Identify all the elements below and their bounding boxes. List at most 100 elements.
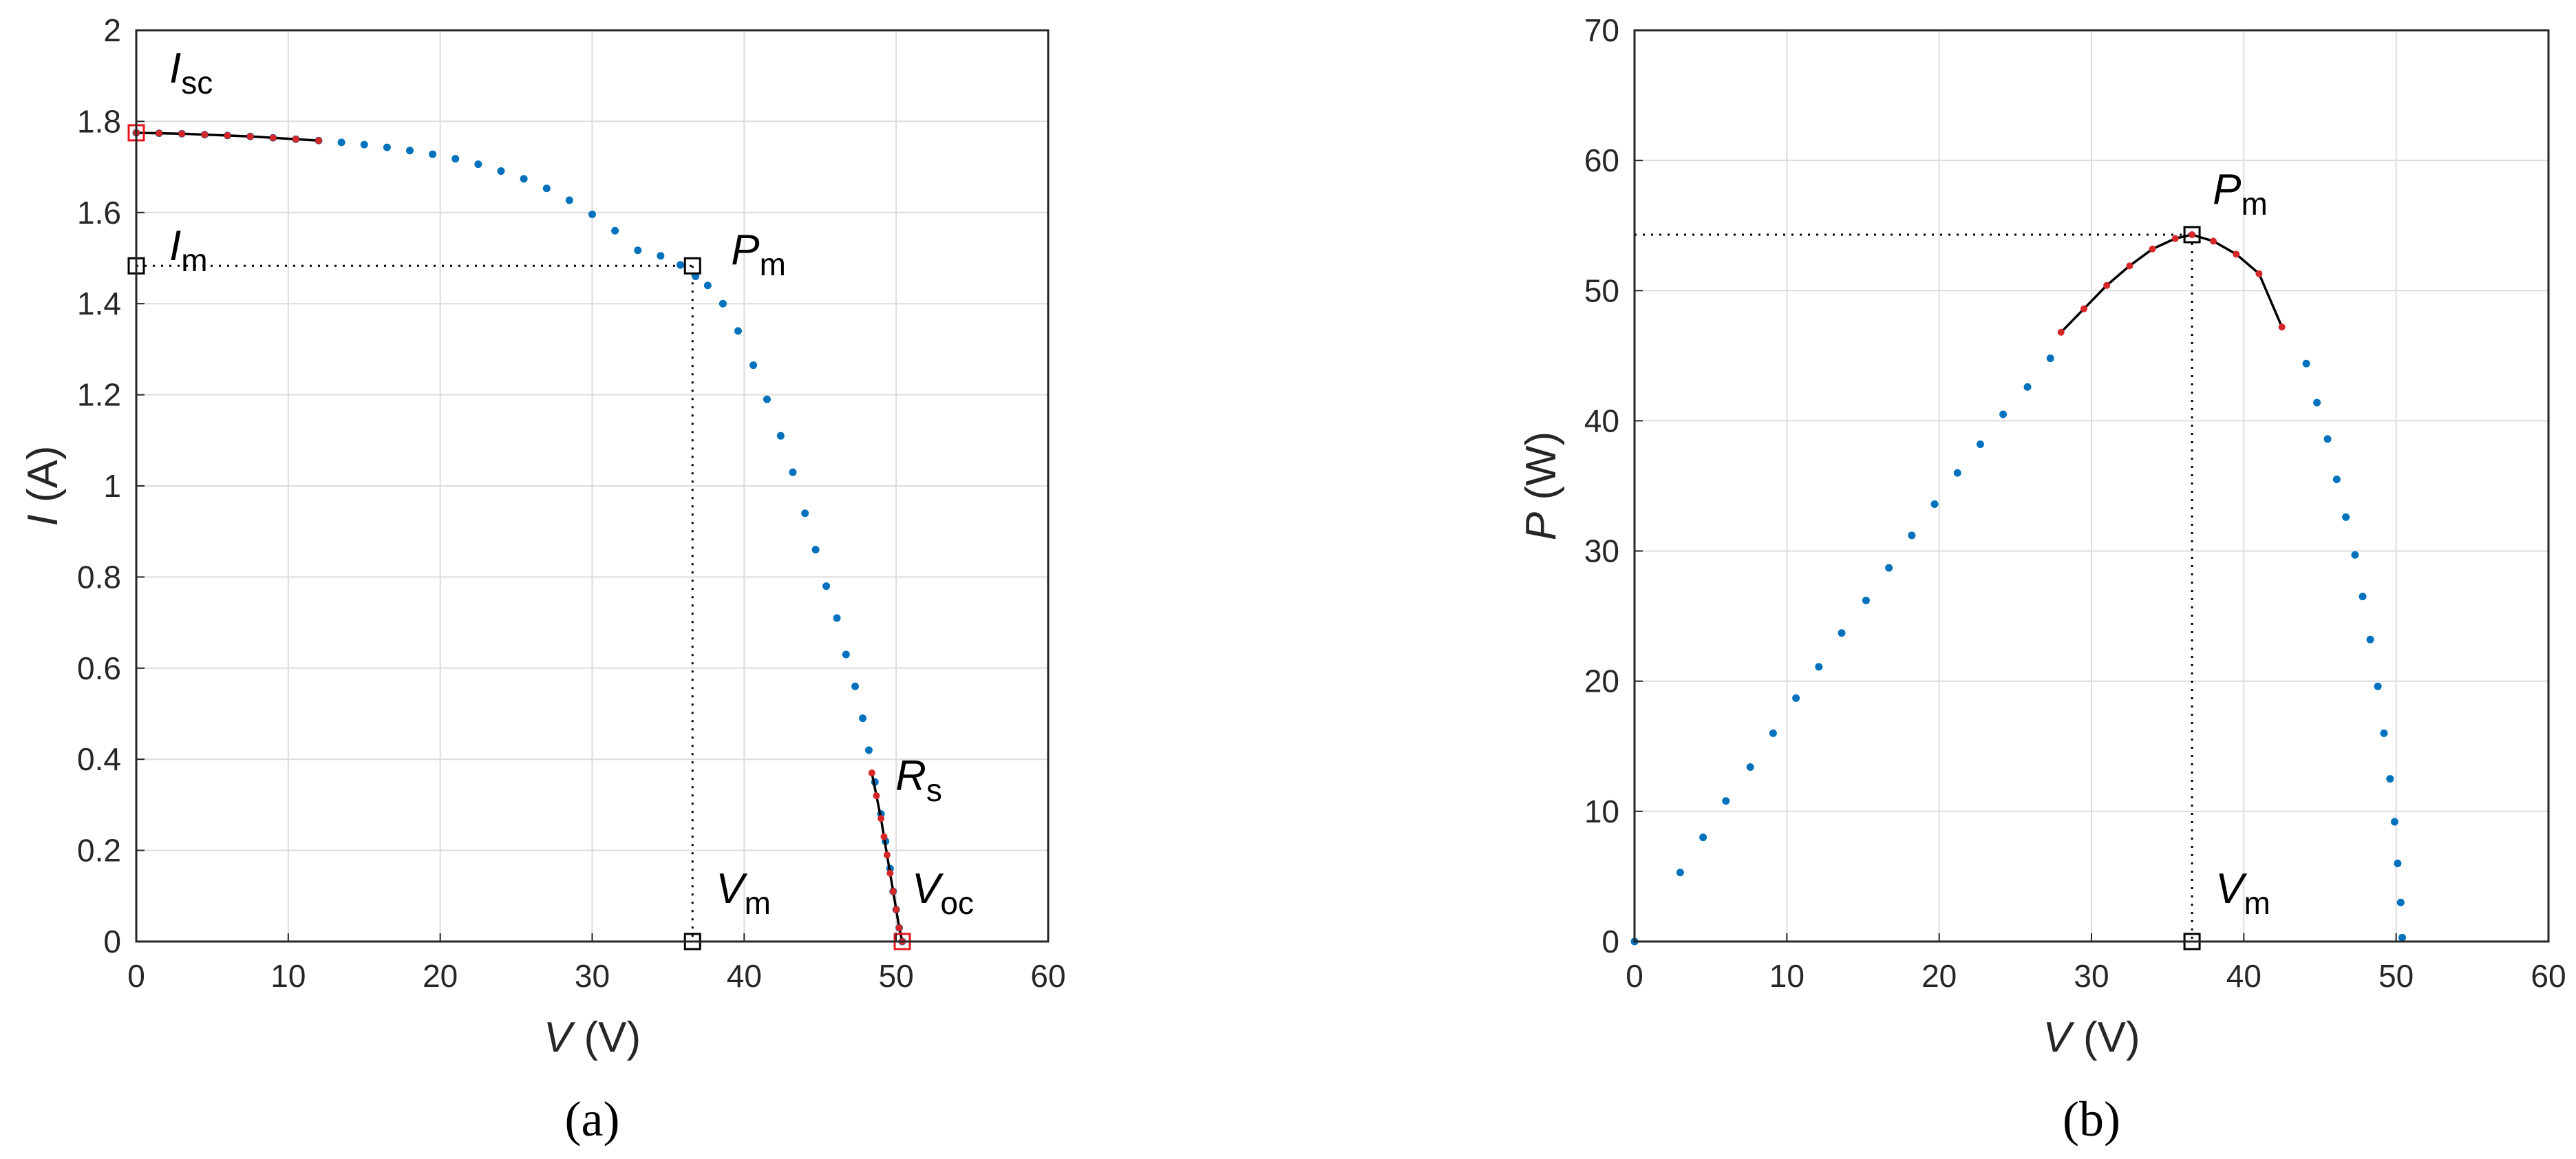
panel-a-pm-annotation: Pm bbox=[731, 226, 786, 282]
a-fit_isc-point bbox=[178, 130, 186, 138]
b-y-tick-label: 0 bbox=[1601, 924, 1619, 959]
b-measured-point bbox=[2396, 898, 2405, 906]
b-measured-point bbox=[1815, 663, 1823, 671]
b-measured-point bbox=[1722, 797, 1730, 805]
panel-b-series bbox=[1630, 231, 2407, 946]
a-y-tick-label: 0.6 bbox=[77, 650, 121, 686]
a-fit_voc-point bbox=[893, 906, 900, 913]
a-measured-point bbox=[337, 138, 345, 147]
a-measured-point bbox=[360, 140, 368, 149]
b-measured-point bbox=[1908, 531, 1916, 540]
b-y-tick-label: 30 bbox=[1584, 533, 1619, 569]
b-y-tick-label: 70 bbox=[1584, 12, 1619, 48]
b-y-tick-label: 40 bbox=[1584, 403, 1619, 438]
panel-a-isc-annotation: Isc bbox=[169, 45, 213, 100]
a-measured-point bbox=[429, 150, 437, 158]
b-measured-point bbox=[1999, 410, 2008, 418]
panel-b-grid bbox=[1634, 30, 2549, 942]
a-measured-point bbox=[718, 299, 727, 308]
b-x-tick-label: 20 bbox=[1922, 958, 1957, 994]
a-measured-point bbox=[859, 714, 867, 723]
a-x-tick-label: 40 bbox=[727, 958, 762, 994]
b-x-tick-label: 0 bbox=[1626, 958, 1643, 994]
a-fit_voc-point bbox=[868, 769, 875, 777]
a-fit_voc-point bbox=[883, 851, 891, 859]
b-x-tick-label: 50 bbox=[2378, 958, 2414, 994]
panel-b-x-tick-labels: 0 10 20 30 40 50 60 bbox=[1626, 933, 2566, 994]
b-measured-point bbox=[2374, 682, 2382, 690]
b-measured-point bbox=[2394, 860, 2402, 868]
panel-a-x-tick-labels: 0 10 20 30 40 50 60 bbox=[127, 933, 1066, 994]
panel-a-key-markers bbox=[127, 124, 911, 950]
a-fit_isc-point bbox=[156, 129, 163, 137]
b-y-tick-label: 10 bbox=[1584, 794, 1619, 829]
b-measured-point bbox=[1976, 440, 1984, 448]
panel-b-guides bbox=[1635, 233, 2193, 942]
a-fit_isc-point bbox=[269, 134, 277, 142]
a-y-tick-label: 1.2 bbox=[77, 377, 121, 413]
b-measured-point bbox=[2359, 593, 2367, 601]
a-measured-point bbox=[833, 614, 841, 622]
panel-a-iv-curve: 0 10 20 30 40 50 60 0 0.2 0.4 0.6 0.8 1 1.2 1.4 1.6 1.8… bbox=[19, 12, 1066, 1147]
b-measured-point bbox=[2342, 513, 2350, 521]
a-fit_voc-line bbox=[871, 772, 904, 942]
a-measured-point bbox=[383, 143, 391, 151]
a-x-tick-label: 50 bbox=[879, 958, 914, 994]
b-fit_pm-line bbox=[2060, 233, 2284, 334]
b-fit_pm-point bbox=[2126, 262, 2133, 270]
b-measured-point bbox=[2398, 933, 2407, 942]
a-fit_voc-point bbox=[880, 833, 888, 840]
b-x-tick-label: 40 bbox=[2226, 958, 2261, 994]
a-fit_voc-point bbox=[895, 924, 903, 932]
panel-a-x-axis-label: V (V) bbox=[544, 1014, 641, 1061]
panel-b-y-axis-label: P (W) bbox=[1518, 432, 1565, 540]
a-y-tick-label: 0 bbox=[103, 924, 121, 959]
a-measured-point bbox=[565, 196, 573, 204]
b-x-tick-label: 30 bbox=[2074, 958, 2109, 994]
a-fit_voc-point bbox=[873, 792, 880, 800]
a-x-tick-label: 30 bbox=[575, 958, 610, 994]
a-fit_isc-point bbox=[201, 131, 209, 138]
b-measured-point bbox=[1930, 500, 1939, 508]
b-y-tick-label: 50 bbox=[1584, 273, 1619, 308]
panel-a-pm-marker bbox=[683, 257, 701, 275]
a-fit_isc-point bbox=[292, 136, 299, 143]
b-fit_pm-point bbox=[2103, 281, 2111, 289]
b-measured-point bbox=[2366, 635, 2374, 644]
b-measured-point bbox=[1953, 469, 1961, 477]
b-measured-point bbox=[2332, 476, 2341, 484]
b-measured-point bbox=[1699, 833, 1707, 842]
b-fit_pm-point bbox=[2189, 231, 2196, 238]
b-measured-point bbox=[2351, 551, 2359, 559]
a-y-tick-label: 1.6 bbox=[77, 195, 121, 231]
a-measured-point bbox=[677, 261, 685, 269]
a-measured-point bbox=[776, 432, 785, 440]
a-measured-point bbox=[801, 509, 809, 518]
b-fit_pm-point bbox=[2255, 270, 2263, 277]
b-x-tick-label: 60 bbox=[2531, 958, 2566, 994]
b-fit_pm-point bbox=[2233, 251, 2240, 258]
panel-b-x-axis-label: V (V) bbox=[2043, 1014, 2140, 1061]
b-fit_pm-point bbox=[2171, 235, 2179, 242]
a-fit_isc-point bbox=[315, 137, 322, 145]
a-x-tick-label: 20 bbox=[423, 958, 458, 994]
b-y-tick-label: 60 bbox=[1584, 142, 1619, 178]
b-x-tick-label: 10 bbox=[1769, 958, 1805, 994]
b-fit_pm-point bbox=[2149, 245, 2156, 253]
panel-a-voc-annotation: Voc bbox=[912, 865, 974, 921]
b-fit_pm-point bbox=[2080, 305, 2087, 312]
panel-a-label: (a) bbox=[565, 1092, 620, 1147]
b-measured-point bbox=[1676, 869, 1684, 877]
b-measured-point bbox=[1769, 729, 1777, 737]
panel-a-series bbox=[132, 129, 906, 946]
a-measured-point bbox=[822, 582, 831, 591]
b-measured-point bbox=[2046, 354, 2054, 363]
panel-a-grid bbox=[136, 30, 1049, 942]
panel-a-y-axis-label: I (A) bbox=[19, 445, 67, 526]
b-measured-point bbox=[2302, 359, 2310, 368]
a-y-tick-label: 1 bbox=[103, 468, 121, 504]
b-y-tick-label: 20 bbox=[1584, 663, 1619, 699]
panel-b-pm-annotation: Pm bbox=[2213, 166, 2268, 222]
a-y-tick-label: 2 bbox=[103, 12, 121, 48]
